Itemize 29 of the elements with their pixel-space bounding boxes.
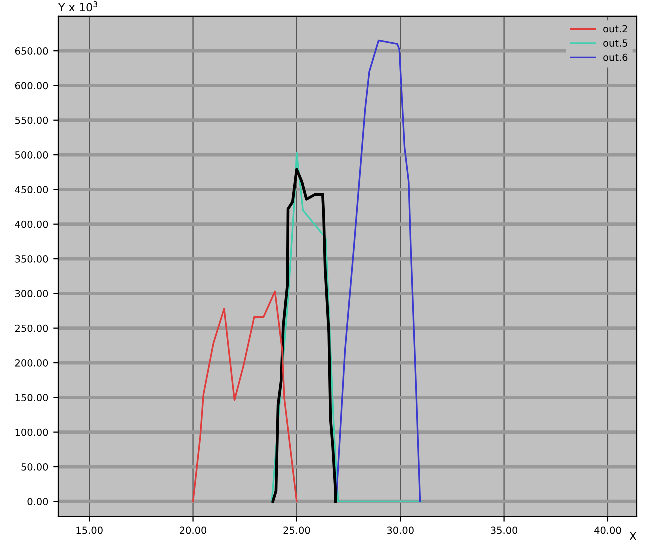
- legend-label: out.2: [604, 25, 628, 33]
- x-tick-label: 20.00: [180, 526, 207, 534]
- x-tick-label: 30.00: [387, 526, 414, 534]
- y-tick-label: 400.00: [15, 220, 48, 228]
- line-series: [336, 40, 422, 502]
- y-tick-label: 450.00: [15, 186, 48, 194]
- legend-label: out.6: [604, 54, 628, 62]
- line-series: [192, 290, 298, 502]
- y-tick-label: 150.00: [16, 394, 48, 402]
- y-tick-label: 500.00: [16, 152, 48, 159]
- y-tick-label: 600.00: [15, 82, 48, 90]
- y-axis-title: Y x 10$^{3}$: [58, 1, 98, 12]
- y-tick-label: 200.00: [15, 360, 48, 367]
- x-tick-label: 40.00: [594, 526, 622, 534]
- y-tick-label: 250.00: [15, 324, 48, 332]
- y-tick-label: 100.00: [16, 428, 48, 436]
- y-tick-label: 650.00: [15, 48, 48, 55]
- y-tick-label: 50.00: [22, 463, 48, 471]
- line-series: [271, 152, 422, 502]
- y-tick-label: 350.00: [16, 256, 48, 263]
- x-tick-label: 15.00: [76, 526, 103, 534]
- x-tick-label: 25.00: [284, 526, 310, 534]
- y-tick-label: 300.00: [16, 290, 48, 298]
- legend-label: out.5: [604, 40, 628, 47]
- x-tick-label: 35.00: [491, 526, 518, 534]
- line-series: [272, 168, 338, 504]
- x-axis-title: X: [630, 532, 637, 540]
- y-tick-label: 550.00: [16, 116, 48, 124]
- y-tick-label: 0.00: [28, 498, 48, 506]
